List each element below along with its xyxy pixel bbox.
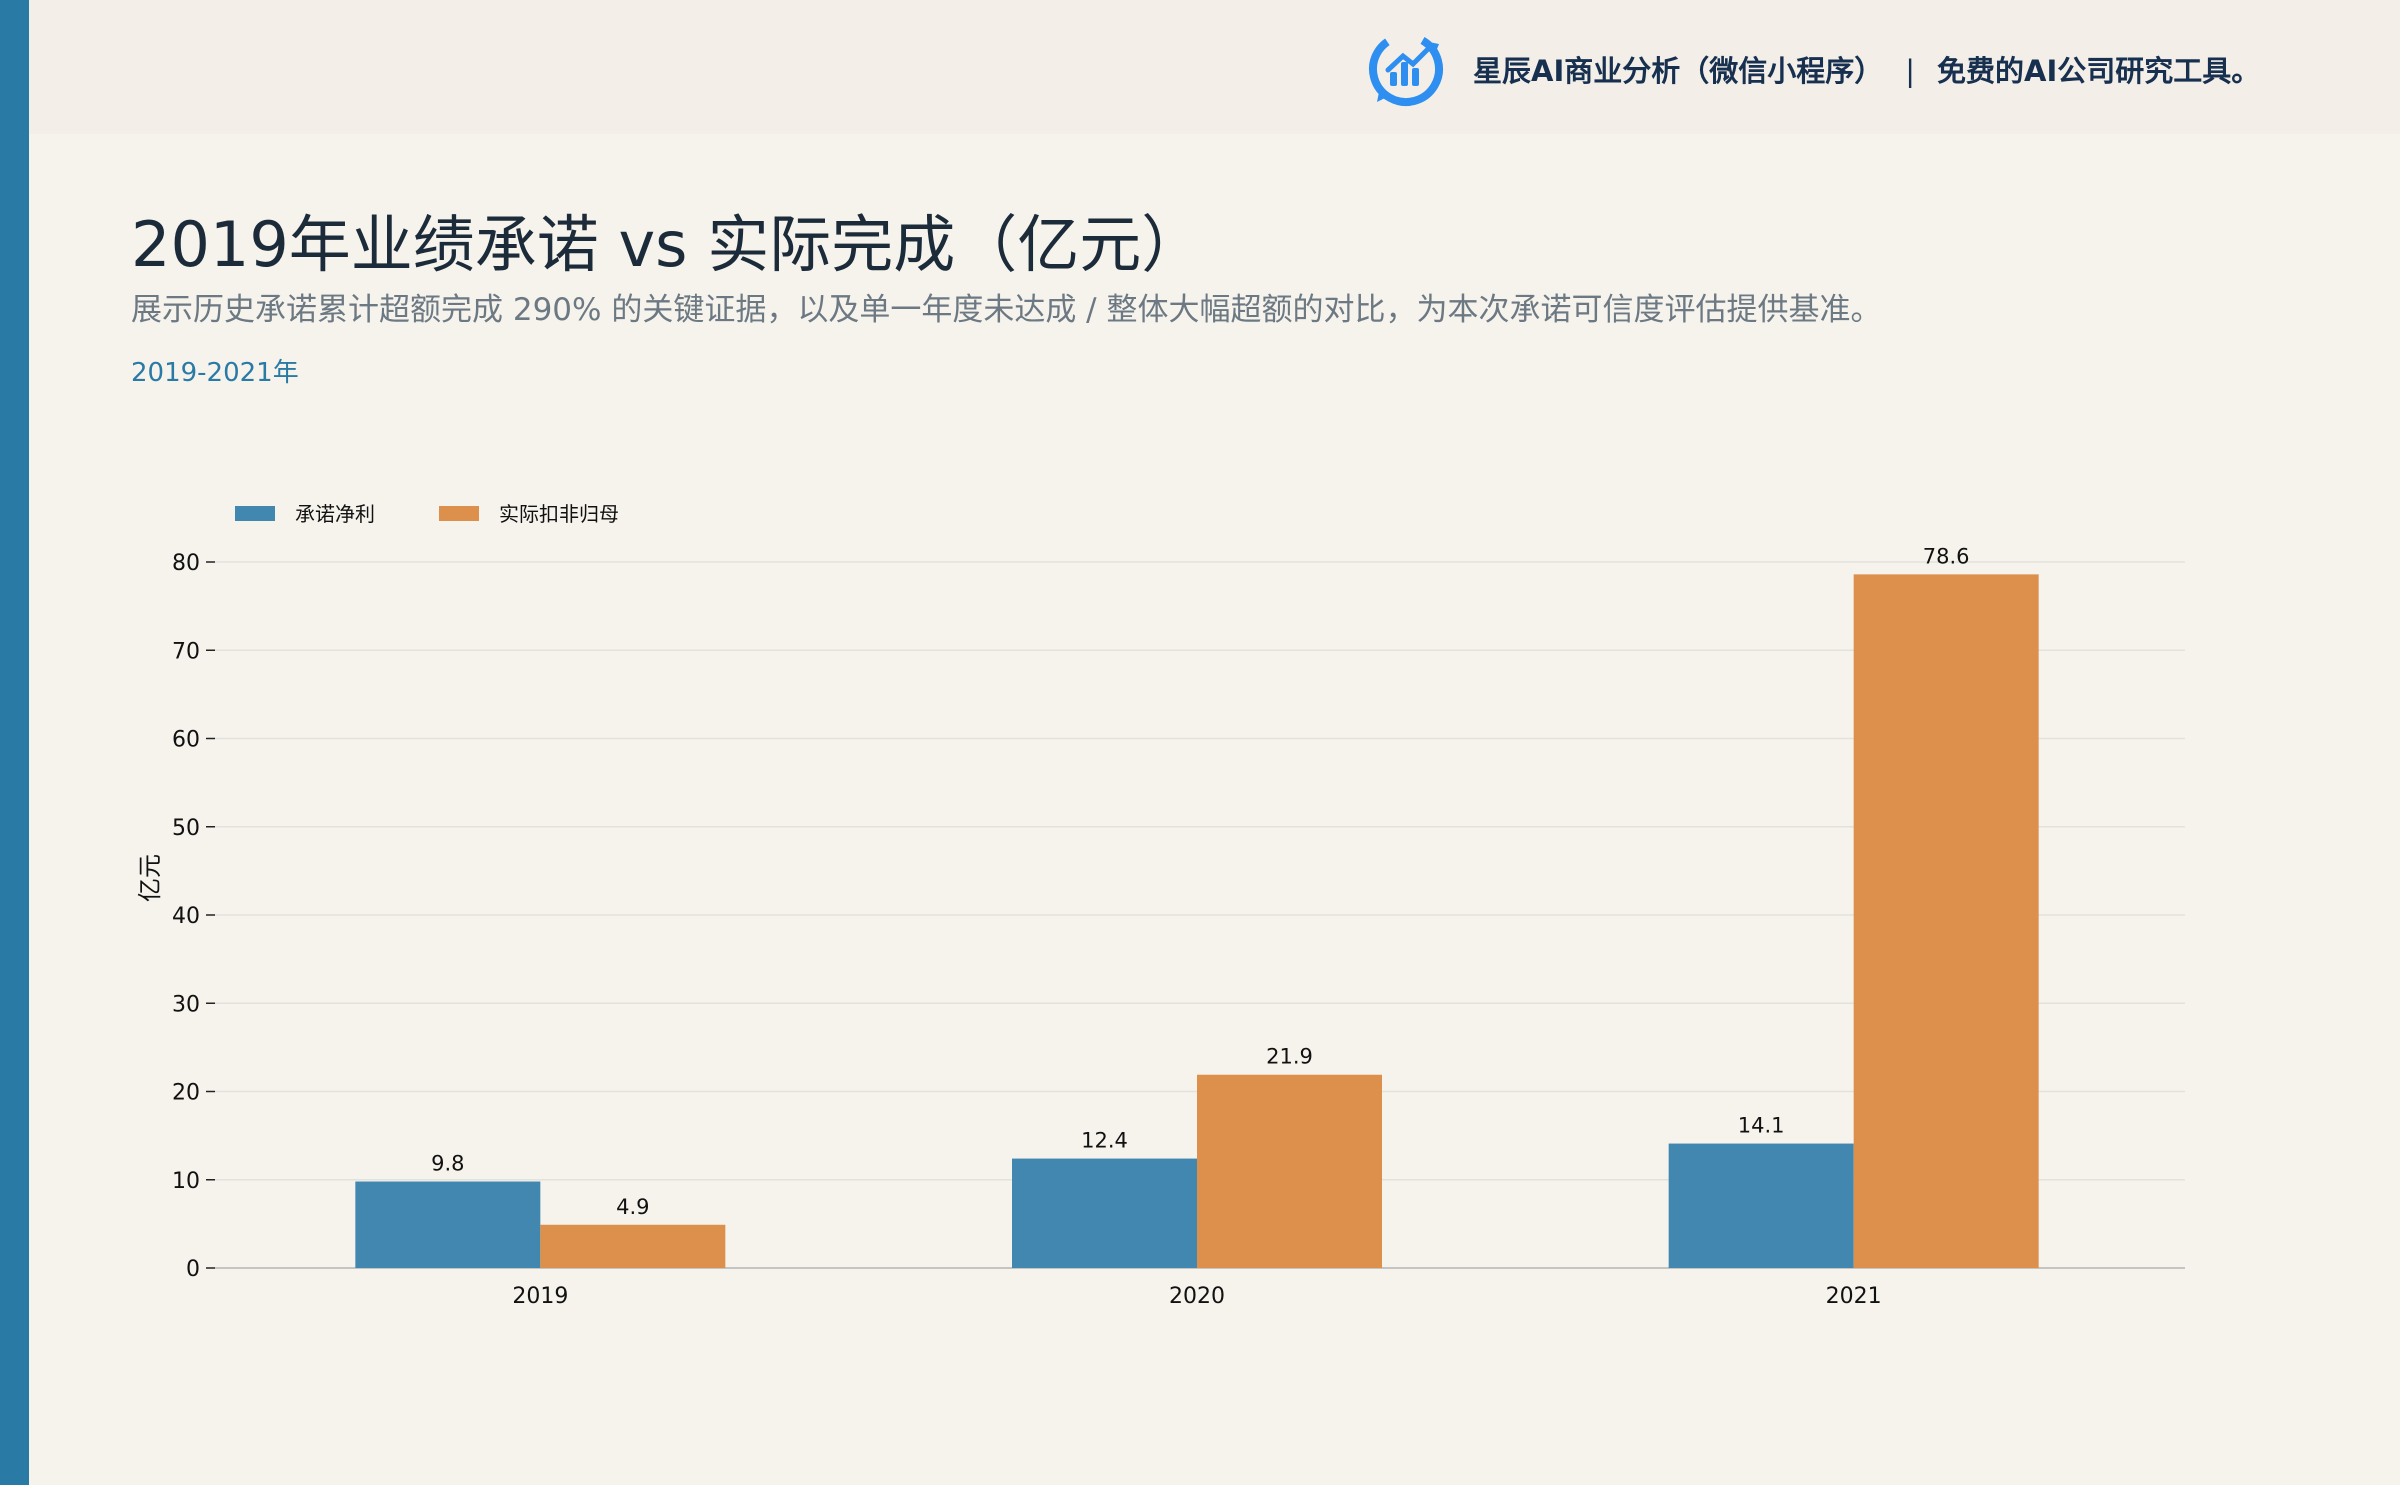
y-tick-label: 50 (172, 816, 200, 841)
x-tick-label: 2020 (1169, 1284, 1225, 1309)
bar (1012, 1158, 1197, 1268)
brand-text: 星辰AI商业分析（微信小程序） | 免费的AI公司研究工具。 (1473, 48, 2260, 90)
y-axis-title: 亿元 (136, 854, 164, 902)
y-tick-label: 10 (172, 1169, 200, 1194)
page-subtitle: 展示历史承诺累计超额完成 290% 的关键证据，以及单一年度未达成 / 整体大幅… (131, 292, 1882, 328)
header-band (29, 0, 2400, 134)
x-tick-label: 2021 (1826, 1284, 1882, 1309)
bar (1853, 574, 2039, 1268)
brand-tagline: 免费的AI公司研究工具。 (1937, 54, 2261, 88)
brand-separator: | (1905, 54, 1916, 88)
data-label: 9.8 (431, 1152, 464, 1176)
brand-name: 星辰AI商业分析（微信小程序） (1473, 54, 1884, 88)
bar (1668, 1143, 1854, 1268)
left-accent-bar (0, 0, 29, 1485)
y-tick-label: 30 (172, 992, 200, 1017)
y-tick-label: 20 (172, 1081, 200, 1106)
page-title: 2019年业绩承诺 vs 实际完成（亿元） (131, 208, 1204, 281)
legend-label: 承诺净利 (295, 502, 375, 526)
brand: 星辰AI商业分析（微信小程序） | 免费的AI公司研究工具。 (1365, 22, 2260, 116)
period-label: 2019-2021年 (131, 358, 299, 388)
data-label: 78.6 (1923, 544, 1970, 568)
bar (540, 1224, 726, 1268)
brand-logo-icon (1369, 32, 1443, 106)
legend-label: 实际扣非归母 (499, 502, 619, 526)
y-tick-label: 70 (172, 639, 200, 664)
bar (1197, 1074, 1382, 1268)
data-label: 21.9 (1266, 1045, 1313, 1069)
legend-swatch (439, 506, 479, 521)
data-label: 4.9 (616, 1195, 649, 1219)
y-tick-label: 60 (172, 728, 200, 753)
y-tick-label: 0 (186, 1257, 200, 1282)
x-tick-label: 2019 (512, 1284, 568, 1309)
data-label: 14.1 (1738, 1114, 1785, 1138)
data-label: 12.4 (1081, 1129, 1128, 1153)
y-tick-label: 80 (172, 551, 200, 576)
bar (355, 1181, 541, 1268)
legend-swatch (235, 506, 275, 521)
y-tick-label: 40 (172, 904, 200, 929)
